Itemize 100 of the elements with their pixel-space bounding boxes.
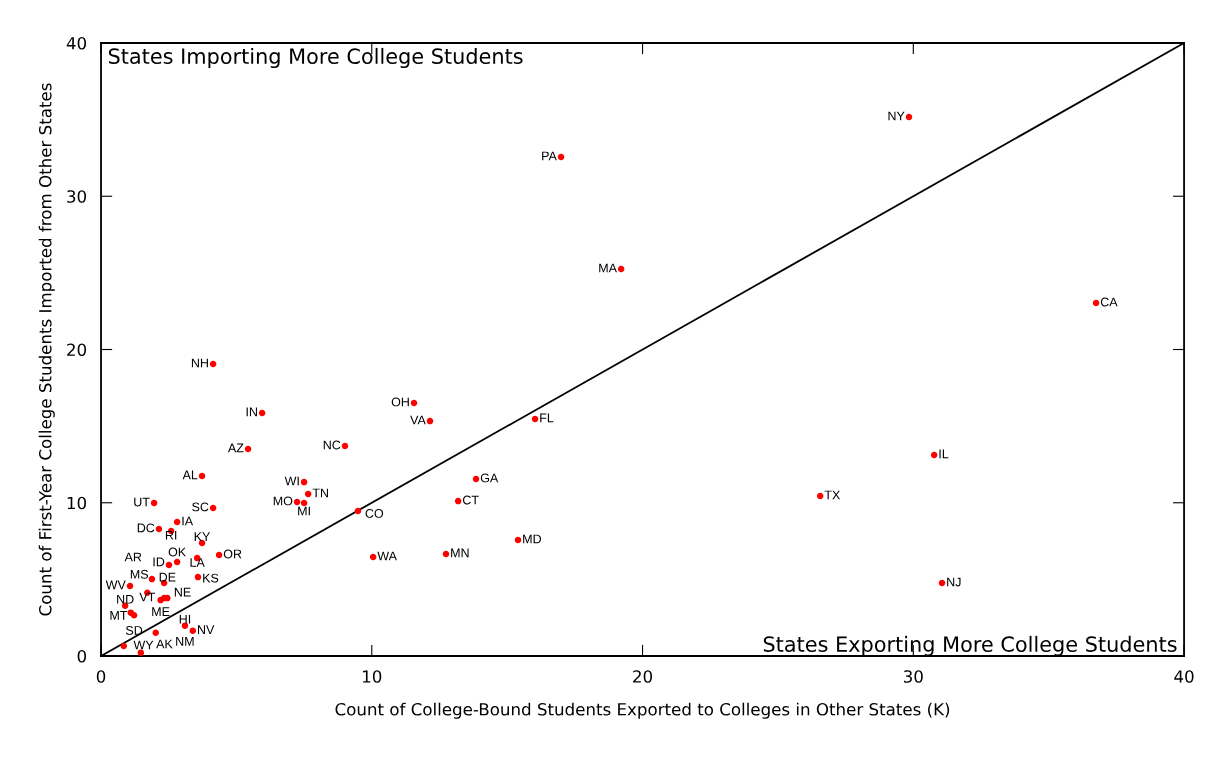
- point: [150, 499, 158, 507]
- data-label: DE: [159, 572, 176, 582]
- point: [816, 492, 824, 500]
- data-label: NE: [174, 587, 191, 597]
- y-tick-label: 10: [67, 496, 87, 510]
- point: [120, 642, 128, 650]
- data-label: GA: [480, 473, 499, 483]
- annotation: States Importing More College Students: [108, 47, 523, 69]
- point: [300, 478, 308, 486]
- data-label: KY: [194, 532, 211, 541]
- point: [514, 536, 522, 544]
- point: [157, 596, 164, 604]
- data-label: IA: [182, 516, 194, 526]
- point: [557, 153, 565, 161]
- y-tick-label: 30: [67, 190, 87, 203]
- point: [194, 573, 202, 581]
- point: [209, 504, 217, 512]
- point: [938, 579, 946, 587]
- data-label: NY: [888, 111, 905, 121]
- point: [126, 582, 134, 590]
- data-label: MO: [273, 496, 293, 506]
- data-label: WA: [377, 551, 397, 561]
- point: [531, 415, 539, 423]
- data-label: NV: [198, 625, 215, 634]
- data-label: LA: [190, 558, 205, 567]
- data-label: ME: [152, 607, 170, 616]
- x-tick-label: 20: [633, 670, 653, 683]
- y-tick-label: 40: [66, 36, 87, 50]
- point: [173, 518, 181, 526]
- point: [1092, 299, 1100, 307]
- x-tick-label: 10: [363, 670, 382, 683]
- point: [189, 627, 197, 634]
- point: [426, 417, 434, 425]
- data-label: MD: [523, 534, 542, 544]
- point: [258, 409, 266, 417]
- data-label: NM: [176, 637, 194, 646]
- data-label: UT: [134, 497, 150, 507]
- data-label: ND: [117, 594, 134, 604]
- data-label: MA: [599, 263, 617, 273]
- point: [165, 561, 173, 569]
- data-label: TN: [312, 488, 328, 498]
- x-axis-title: Count of College-Bound Students Exported to Colleges in Other States (K): [335, 702, 950, 719]
- data-label: WV: [105, 580, 126, 590]
- data-label: AK: [156, 639, 173, 649]
- data-label: AZ: [227, 443, 244, 453]
- data-label: CA: [1100, 297, 1118, 307]
- data-label: AR: [124, 552, 142, 562]
- y-tick-label: 20: [67, 343, 87, 357]
- point: [410, 399, 418, 407]
- data-label: RI: [165, 531, 177, 540]
- data-label: IL: [939, 449, 949, 459]
- point: [152, 629, 159, 636]
- point: [354, 507, 362, 515]
- point: [905, 113, 913, 121]
- point: [304, 490, 312, 498]
- point: [155, 525, 163, 533]
- data-label: FL: [540, 413, 554, 423]
- data-label: OH: [391, 397, 409, 407]
- point: [472, 475, 480, 483]
- data-label: NJ: [947, 577, 961, 587]
- x-tick-label: 0: [96, 670, 106, 683]
- data-label: MN: [451, 548, 469, 558]
- point: [930, 451, 938, 459]
- data-label: PA: [542, 151, 557, 161]
- data-label: MS: [130, 569, 149, 579]
- data-label: NC: [323, 440, 341, 450]
- point: [369, 553, 377, 561]
- point: [244, 445, 252, 453]
- point: [215, 551, 223, 559]
- point: [164, 594, 171, 602]
- point: [198, 472, 206, 480]
- data-label: CT: [462, 495, 479, 505]
- point: [617, 265, 625, 273]
- data-label: NH: [191, 358, 208, 368]
- x-tick-label: 40: [1174, 670, 1194, 683]
- data-label: OR: [223, 549, 242, 559]
- data-label: SC: [192, 502, 209, 512]
- point: [173, 558, 181, 566]
- data-label: IN: [246, 407, 257, 417]
- data-label: CO: [365, 509, 384, 518]
- data-label: AL: [182, 470, 198, 480]
- data-label: WI: [284, 476, 299, 486]
- x-tick-label: 30: [903, 670, 923, 683]
- point: [442, 550, 450, 558]
- data-label: MT: [110, 611, 128, 620]
- data-label: OK: [168, 547, 186, 557]
- y-tick-label: 0: [77, 649, 87, 663]
- data-label: VT: [139, 592, 156, 602]
- data-label: DC: [137, 523, 155, 533]
- data-label: WY: [133, 640, 154, 650]
- point: [454, 497, 462, 505]
- data-label: TX: [824, 490, 841, 500]
- point: [293, 498, 301, 506]
- data-label: HI: [179, 614, 191, 624]
- data-label: ID: [153, 557, 165, 567]
- annotation: States Exporting More College Students: [763, 635, 1177, 657]
- data-label: VA: [410, 415, 426, 425]
- point: [341, 442, 349, 450]
- point: [148, 575, 156, 583]
- data-label: KS: [203, 573, 219, 583]
